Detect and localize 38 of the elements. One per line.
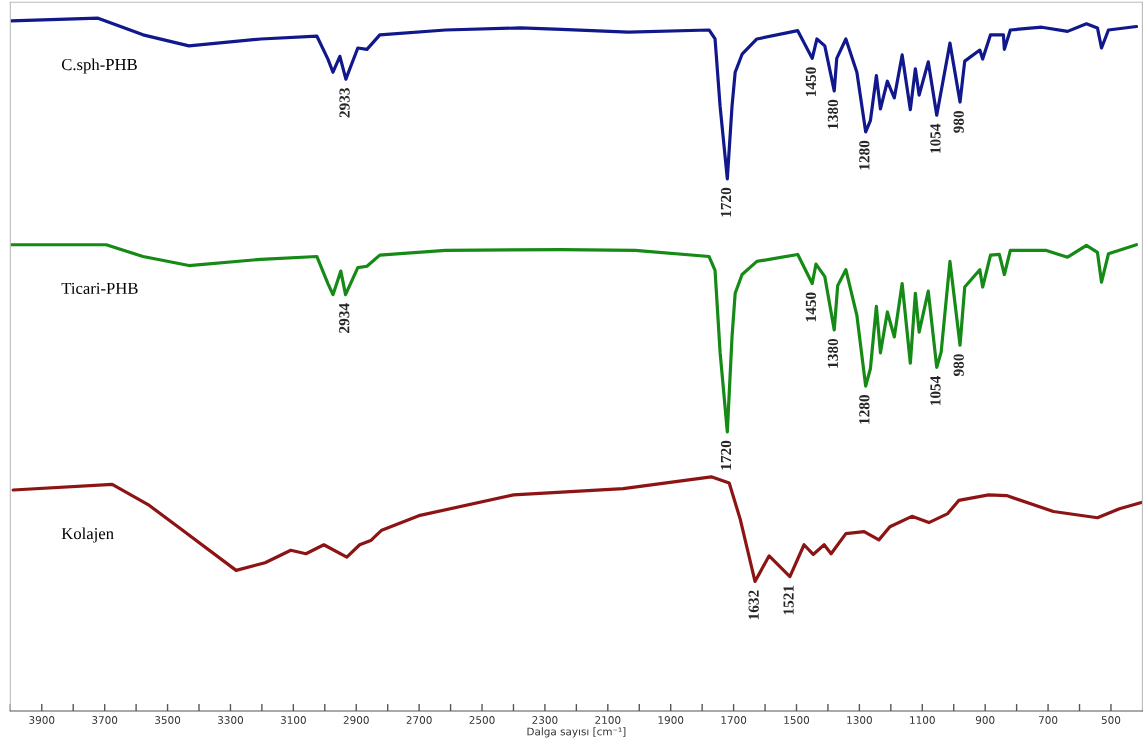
annotation: 980 [953,110,964,133]
annotation: 1280 [859,395,870,424]
annotation: 1450 [805,67,817,97]
x-axis-title: Dalga sayısı [cm⁻¹] [527,727,626,738]
x-tick-label: 2500 [469,716,495,724]
x-tick-label: 2900 [343,716,369,724]
x-tick-label: 1900 [658,716,684,724]
x-tick-label: 2100 [595,716,621,724]
annotation: 1054 [930,123,941,153]
annotation: 1450 [805,292,817,322]
annotation: 1054 [930,376,941,406]
x-tick-label: 1300 [847,716,872,724]
annotation: 1720 [720,440,732,470]
annotation: 1380 [827,99,839,129]
x-tick-label: 3900 [29,716,55,724]
annotation: 1720 [720,187,732,217]
text: Kolajen [61,527,114,543]
annotation: 1380 [827,338,839,368]
series-label: Ticari-PHB [61,282,138,294]
x-tick-label: 2700 [406,716,432,724]
x-tick-label: 3700 [92,716,118,724]
x-tick-label: 700 [1038,716,1058,724]
x-tick-label: 1500 [784,716,810,724]
x-tick-label: 3500 [155,716,181,724]
series-label: C.sph-PHB [61,58,137,74]
x-tick-label: 1100 [910,716,935,724]
annotation: 980 [953,354,964,377]
x-tick-label: 900 [975,716,995,724]
annotation: 1521 [783,585,794,615]
x-tick-label: 3300 [217,716,244,724]
x-tick-label: 500 [1101,716,1121,724]
x-tick-label: 2300 [532,716,558,724]
x-tick-label: 1700 [721,716,747,724]
annotation: 1632 [748,590,759,620]
annotation: 2934 [339,303,350,333]
annotation: 1280 [859,140,870,170]
annotation: 2933 [339,88,350,118]
x-tick-label: 3100 [280,716,306,724]
